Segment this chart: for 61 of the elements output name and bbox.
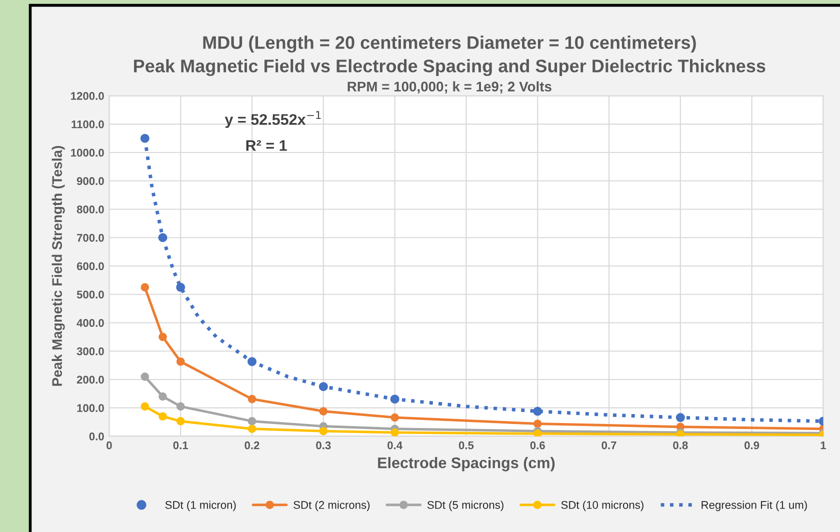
- x-tick-label: 0: [106, 441, 112, 450]
- y-tick-label: 100.0: [77, 404, 104, 412]
- point: [158, 332, 167, 342]
- point: [319, 407, 328, 416]
- y-tick-label: 1000.0: [71, 148, 104, 157]
- point: [319, 426, 328, 436]
- y-tick-label: 1100.0: [72, 120, 104, 128]
- x-axis-title: Electrode Spacings (cm): [378, 457, 555, 472]
- y-tick-label: 300.0: [76, 347, 104, 356]
- point: [390, 413, 399, 422]
- x-tick-label: 0.9: [744, 441, 760, 450]
- y-tick-label: 700.0: [77, 234, 104, 242]
- point: [176, 282, 186, 292]
- point: [318, 382, 328, 392]
- y-axis-title: Peak Magnetic Field Strength (Tesla): [52, 146, 65, 386]
- x-tick-label: 0.4: [388, 441, 402, 450]
- y-tick-label: 400.0: [76, 319, 104, 327]
- y-tick-label: 800.0: [76, 206, 104, 214]
- y-tick-label: 500.0: [76, 290, 104, 299]
- point: [248, 394, 256, 404]
- x-tick-label: 0.6: [530, 441, 545, 450]
- x-tick-label: 0.8: [673, 441, 688, 450]
- chart-subtitle: RPM = 100,000; k = 1e9; 2 Volts: [348, 81, 552, 94]
- y-tick-label: 200.0: [76, 376, 104, 384]
- point: [140, 402, 150, 411]
- legend-label: SDt (1 micron): [165, 500, 236, 512]
- annotation: y = 52.552x$^{−1}$: [224, 111, 321, 128]
- legend-label: SDt (5 microns): [427, 500, 504, 512]
- point: [158, 412, 167, 421]
- x-tick-label: 0.2: [244, 441, 260, 450]
- point: [176, 357, 185, 366]
- point: [176, 417, 185, 426]
- point: [390, 394, 400, 404]
- legend-label: SDt (2 microns): [294, 500, 370, 512]
- point: [248, 357, 256, 366]
- point: [248, 417, 256, 426]
- legend-label: SDt (10 microns): [561, 500, 644, 512]
- point: [248, 424, 256, 434]
- point: [533, 420, 542, 428]
- point: [533, 430, 542, 436]
- point: [158, 392, 167, 401]
- point: [140, 372, 150, 381]
- annotation: R² = 1: [246, 140, 287, 151]
- x-tick-label: 0.7: [602, 441, 616, 450]
- x-tick-label: 0.3: [316, 441, 331, 450]
- legend-label: Regression Fit (1 um): [702, 500, 807, 512]
- point: [533, 406, 542, 416]
- y-tick-label: 600.0: [76, 262, 104, 270]
- point: [390, 428, 399, 436]
- x-tick-label: 0.5: [458, 441, 474, 450]
- point: [176, 402, 185, 411]
- x-tick-label: 0.1: [173, 441, 188, 450]
- chart-title: MDU (Length = 20 centimeters Diameter = 10 centimeters) Peak Magnetic Field vs Electrode Spacing and Super Dielectric Thickness: [134, 36, 766, 76]
- y-tick-label: 1200.0: [71, 92, 104, 100]
- x-tick-label: 1: [820, 442, 826, 450]
- point: [140, 283, 150, 292]
- y-tick-label: 0.0: [89, 432, 104, 440]
- y-tick-label: 900.0: [76, 177, 104, 186]
- point: [158, 233, 168, 242]
- point: [676, 413, 685, 422]
- point: [140, 134, 150, 143]
